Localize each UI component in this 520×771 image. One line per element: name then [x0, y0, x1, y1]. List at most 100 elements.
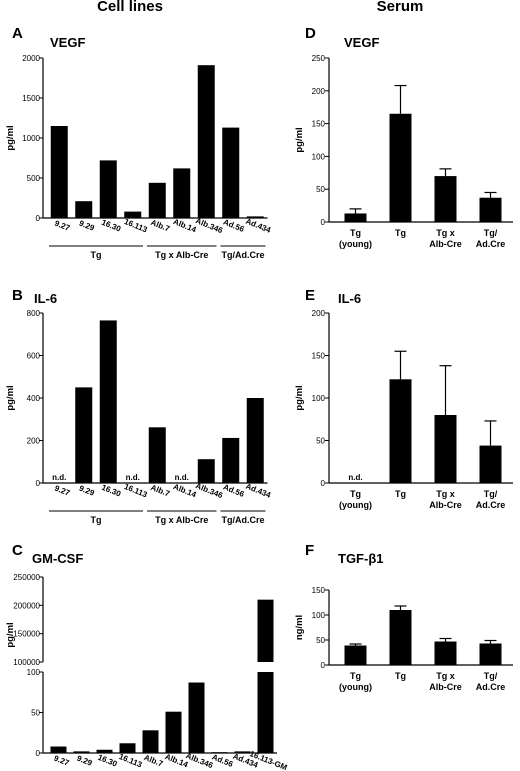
panel-letter-a: A: [12, 25, 23, 42]
y-tick-label-c: 50: [31, 709, 40, 718]
x-tick-label-a: Alb.346: [194, 216, 224, 235]
y-axis-label-d: pg/ml: [294, 127, 305, 152]
bar-a: [222, 127, 240, 218]
y-tick-label-d: 100: [312, 152, 326, 161]
y-tick-label-c: 100: [27, 668, 41, 677]
x-tick-label-e: Ad.Cre: [476, 500, 506, 510]
bar-a: [124, 211, 142, 218]
bar-c: [119, 743, 136, 753]
x-tick-label-f: Tg: [395, 671, 406, 681]
header-cell-lines: Cell lines: [97, 0, 163, 15]
nd-label-b: n.d.: [175, 473, 189, 482]
x-tick-label-c: Alb.346: [185, 751, 215, 770]
x-tick-label-c: 9.27: [53, 754, 71, 768]
y-tick-label-a: 2000: [22, 54, 40, 63]
y-tick-label-b: 800: [27, 309, 41, 318]
x-tick-label-a: 9.29: [78, 219, 96, 233]
bar-f: [344, 645, 367, 665]
y-tick-label-d: 150: [312, 120, 326, 129]
x-tick-label-c: Alb.7: [143, 753, 165, 769]
y-tick-label-e: 0: [321, 479, 326, 488]
bar-f: [389, 610, 412, 665]
x-tick-label-b: Ad.434: [244, 482, 272, 500]
y-tick-label-e: 100: [312, 394, 326, 403]
y-axis-label-e: pg/ml: [294, 385, 305, 410]
y-tick-label-b: 600: [27, 352, 41, 361]
x-tick-label-f: (young): [339, 682, 372, 692]
x-tick-label-b: 16.113: [123, 482, 149, 500]
x-tick-label-b: Alb.14: [172, 482, 198, 500]
y-tick-label-d: 50: [316, 185, 325, 194]
y-tick-label-f: 150: [312, 586, 326, 595]
y-axis-label-b: pg/ml: [5, 385, 16, 410]
y-tick-label-d: 250: [312, 54, 326, 63]
bar-a: [50, 126, 68, 218]
x-tick-label-d: Tg: [350, 228, 361, 238]
y-tick-label-c: 250000: [13, 573, 40, 582]
x-tick-label-d: Alb-Cre: [429, 239, 462, 249]
group-label-b: Tg x Alb-Cre: [155, 515, 208, 525]
y-tick-label-f: 0: [321, 661, 326, 670]
panel-title-c: GM-CSF: [32, 551, 83, 566]
y-tick-label-b: 200: [27, 437, 41, 446]
bar-e: [479, 445, 502, 483]
bar-d: [434, 176, 457, 222]
x-tick-label-b: 16.30: [100, 483, 122, 499]
y-axis-label-a: pg/ml: [5, 125, 16, 150]
bar-a: [75, 201, 93, 218]
bar-b: [75, 387, 93, 483]
panel-title-a: VEGF: [50, 35, 85, 50]
x-tick-label-b: Alb.7: [149, 483, 171, 499]
x-tick-label-f: Tg x: [436, 671, 455, 681]
y-tick-label-b: 400: [27, 394, 41, 403]
y-tick-label-c: 150000: [13, 630, 40, 639]
panel-letter-e: E: [305, 287, 315, 304]
y-tick-label-f: 100: [312, 611, 326, 620]
x-tick-label-c: 9.29: [76, 754, 94, 768]
bar-f: [479, 643, 502, 665]
panel-title-f: TGF-β1: [338, 551, 384, 566]
y-tick-label-b: 0: [36, 479, 41, 488]
bar-d: [389, 113, 412, 222]
bar-c: [234, 751, 251, 753]
x-tick-label-a: Ad.56: [222, 217, 246, 234]
x-tick-label-d: Tg: [395, 228, 406, 238]
bar-c: [211, 752, 228, 753]
nd-label-b: n.d.: [52, 473, 66, 482]
nd-label-e: n.d.: [348, 473, 362, 482]
group-label-a: Tg: [91, 250, 102, 260]
nd-label-b: n.d.: [126, 473, 140, 482]
x-tick-label-e: Tg: [350, 489, 361, 499]
bar-b: [148, 427, 166, 483]
x-tick-label-c: 16.30: [96, 753, 118, 769]
bar-a: [148, 182, 166, 218]
bar-b: [246, 398, 264, 483]
x-tick-label-e: Alb-Cre: [429, 500, 462, 510]
x-tick-label-a: 16.113: [123, 217, 149, 235]
bar-b: [197, 459, 215, 483]
y-axis-label-f: ng/ml: [294, 615, 305, 640]
y-tick-label-d: 0: [321, 218, 326, 227]
group-label-b: Tg/Ad.Cre: [221, 515, 264, 525]
bar-c: [257, 672, 274, 753]
x-tick-label-e: Tg: [395, 489, 406, 499]
y-tick-label-a: 500: [27, 174, 41, 183]
y-tick-label-c: 0: [36, 749, 41, 758]
y-tick-label-f: 50: [316, 636, 325, 645]
x-tick-label-c: Ad.56: [211, 752, 235, 769]
bar-c: [73, 751, 90, 753]
header-serum: Serum: [377, 0, 424, 15]
bar-c: [142, 730, 159, 753]
y-tick-label-e: 150: [312, 352, 326, 361]
x-tick-label-b: 9.29: [78, 484, 96, 498]
x-tick-label-b: 9.27: [53, 484, 71, 498]
x-tick-label-d: (young): [339, 239, 372, 249]
x-tick-label-d: Tg/: [484, 228, 498, 238]
panel-title-d: VEGF: [344, 35, 379, 50]
y-tick-label-a: 1000: [22, 134, 40, 143]
panel-title-b: IL-6: [34, 291, 57, 306]
x-tick-label-b: Ad.56: [222, 482, 246, 499]
x-tick-label-e: Tg x: [436, 489, 455, 499]
bar-f: [434, 641, 457, 665]
